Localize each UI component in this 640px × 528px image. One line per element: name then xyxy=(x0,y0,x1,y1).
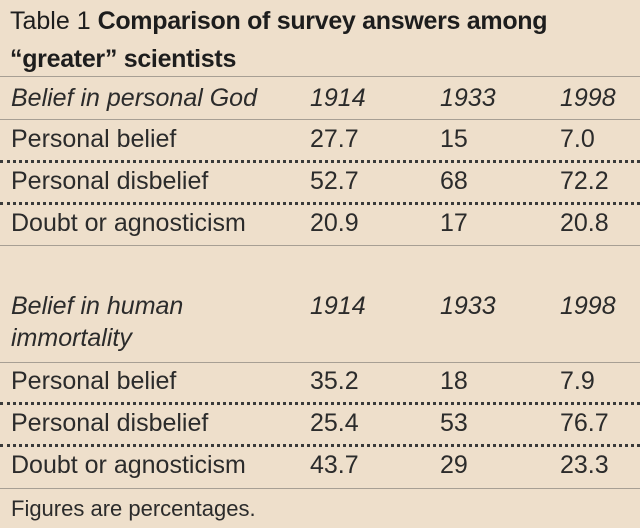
year-column-header: 1998 xyxy=(560,84,616,112)
cell-value: 27.7 xyxy=(310,125,359,153)
cell-value: 35.2 xyxy=(310,367,359,395)
year-column-header: 1933 xyxy=(440,84,496,112)
year-column-header: 1914 xyxy=(310,292,366,320)
row-label: Doubt or agnosticism xyxy=(11,451,246,479)
cell-value: 20.8 xyxy=(560,209,609,237)
section-heading-line2: immortality xyxy=(11,324,132,352)
row-label: Personal belief xyxy=(11,367,177,395)
cell-value: 52.7 xyxy=(310,167,359,195)
cell-value: 72.2 xyxy=(560,167,609,195)
header-rule xyxy=(0,362,640,363)
cell-value: 43.7 xyxy=(310,451,359,479)
table-title-line1: Comparison of survey answers among xyxy=(97,7,548,35)
dotted-divider xyxy=(0,402,640,405)
cell-value: 15 xyxy=(440,125,468,153)
row-label: Personal disbelief xyxy=(11,167,209,195)
section-heading-line1: Belief in human xyxy=(11,292,184,320)
year-column-header: 1998 xyxy=(560,292,616,320)
cell-value: 25.4 xyxy=(310,409,359,437)
cell-value: 68 xyxy=(440,167,468,195)
table-title: Table 1 Comparison of survey answers amo… xyxy=(10,2,638,78)
cell-value: 76.7 xyxy=(560,409,609,437)
dotted-divider xyxy=(0,444,640,447)
title-rule xyxy=(0,76,640,77)
cell-value: 17 xyxy=(440,209,468,237)
dotted-divider xyxy=(0,202,640,205)
cell-value: 23.3 xyxy=(560,451,609,479)
year-column-header: 1914 xyxy=(310,84,366,112)
row-label: Personal disbelief xyxy=(11,409,209,437)
table-footnote: Figures are percentages. xyxy=(11,496,256,521)
table-title-line2: “greater” scientists xyxy=(10,45,237,73)
header-rule xyxy=(0,119,640,120)
footer-rule xyxy=(0,488,640,489)
cell-value: 29 xyxy=(440,451,468,479)
cell-value: 20.9 xyxy=(310,209,359,237)
dotted-divider xyxy=(0,160,640,163)
cell-value: 7.9 xyxy=(560,367,595,395)
row-label: Doubt or agnosticism xyxy=(11,209,246,237)
row-label: Personal belief xyxy=(11,125,177,153)
cell-value: 18 xyxy=(440,367,468,395)
year-column-header: 1933 xyxy=(440,292,496,320)
cell-value: 7.0 xyxy=(560,125,595,153)
table-number: Table 1 xyxy=(10,7,91,35)
section-rule xyxy=(0,245,640,246)
cell-value: 53 xyxy=(440,409,468,437)
section-heading: Belief in personal God xyxy=(11,84,257,112)
section-header-human-immortality: Belief in human immortality 1914 1933 19… xyxy=(0,292,640,362)
